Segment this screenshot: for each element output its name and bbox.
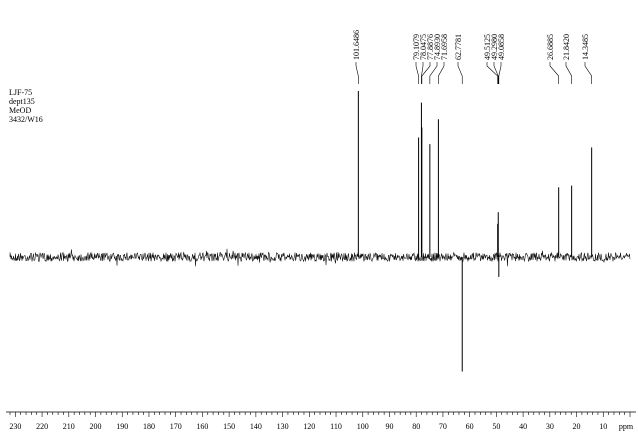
peak-label-0: 101.6486 xyxy=(352,30,361,60)
tick-label-190: 190 xyxy=(116,422,128,431)
tick-label-100: 100 xyxy=(357,422,369,431)
sample-id: LJF-75 xyxy=(9,88,33,97)
tick-label-210: 210 xyxy=(63,422,75,431)
tick-label-170: 170 xyxy=(170,422,182,431)
tick-label-50: 50 xyxy=(492,422,500,431)
baseline-noise xyxy=(9,248,631,267)
peak-labels: 101.6486 79.107978.047577.887674.893071.6… xyxy=(352,30,592,84)
peak-label-leader-6 xyxy=(457,62,463,84)
x-axis: 230 220 210 200 190 180 170 160 150 140 130 120 110 1… xyxy=(6,411,636,431)
tick-label-120: 120 xyxy=(303,422,315,431)
tick-label-110: 110 xyxy=(330,422,342,431)
peak-label-4: 74.8930 xyxy=(433,34,442,60)
peak-label-leader-0 xyxy=(355,62,359,84)
tick-label-30: 30 xyxy=(546,422,554,431)
peak-label-leader-2 xyxy=(421,62,424,84)
tick-label-40: 40 xyxy=(519,422,527,431)
tick-label-90: 90 xyxy=(385,422,393,431)
tick-label-10: 10 xyxy=(599,422,607,431)
tick-label-80: 80 xyxy=(412,422,420,431)
peak-label-leader-3 xyxy=(421,62,431,84)
peak-label-9: 49.0858 xyxy=(497,34,506,60)
noise-baseline xyxy=(9,248,631,267)
peak-label-8: 49.2980 xyxy=(490,34,499,60)
solvent: MeOD xyxy=(9,106,32,115)
tick-label-150: 150 xyxy=(223,422,235,431)
spectrometer-id: 3432/W16 xyxy=(9,115,43,124)
peak-label-leader-7 xyxy=(486,62,498,84)
peak-label-5: 71.6958 xyxy=(440,34,449,60)
tick-label-180: 180 xyxy=(143,422,155,431)
experiment-info: LJF-75 dept135 MeOD 3432/W16 xyxy=(9,88,43,124)
peak-label-1: 79.1079 xyxy=(412,34,421,60)
peak-label-3: 77.8876 xyxy=(426,34,435,60)
tick-label-130: 130 xyxy=(277,422,289,431)
peaks xyxy=(357,91,593,372)
peak-label-leader-9 xyxy=(498,62,502,84)
tick-label-60: 60 xyxy=(466,422,474,431)
peak-label-7: 49.5125 xyxy=(483,34,492,60)
peak-label-6: 62.7781 xyxy=(454,34,463,60)
peak-label-leader-4 xyxy=(429,62,438,84)
peak-label-2: 78.0475 xyxy=(419,34,428,60)
tick-label-140: 140 xyxy=(250,422,262,431)
peak-label-leader-5 xyxy=(438,62,445,84)
tick-label-160: 160 xyxy=(196,422,208,431)
tick-label-70: 70 xyxy=(439,422,447,431)
tick-label-220: 220 xyxy=(36,422,48,431)
peak-label-leader-11 xyxy=(565,62,572,84)
tick-label-230: 230 xyxy=(9,422,21,431)
pulse-sequence: dept135 xyxy=(9,97,35,106)
tick-label-20: 20 xyxy=(573,422,581,431)
peak-label-leader-8 xyxy=(493,62,499,84)
peak-label-12: 14.3485 xyxy=(581,34,590,60)
peak-label-10: 26.6885 xyxy=(546,34,555,60)
peak-label-leader-10 xyxy=(549,62,559,84)
peak-label-leader-12 xyxy=(584,62,592,84)
x-axis-label: ppm xyxy=(619,422,634,431)
tick-label-200: 200 xyxy=(90,422,102,431)
peak-label-leader-1 xyxy=(415,62,419,84)
peak-label-11: 21.8420 xyxy=(562,34,571,60)
